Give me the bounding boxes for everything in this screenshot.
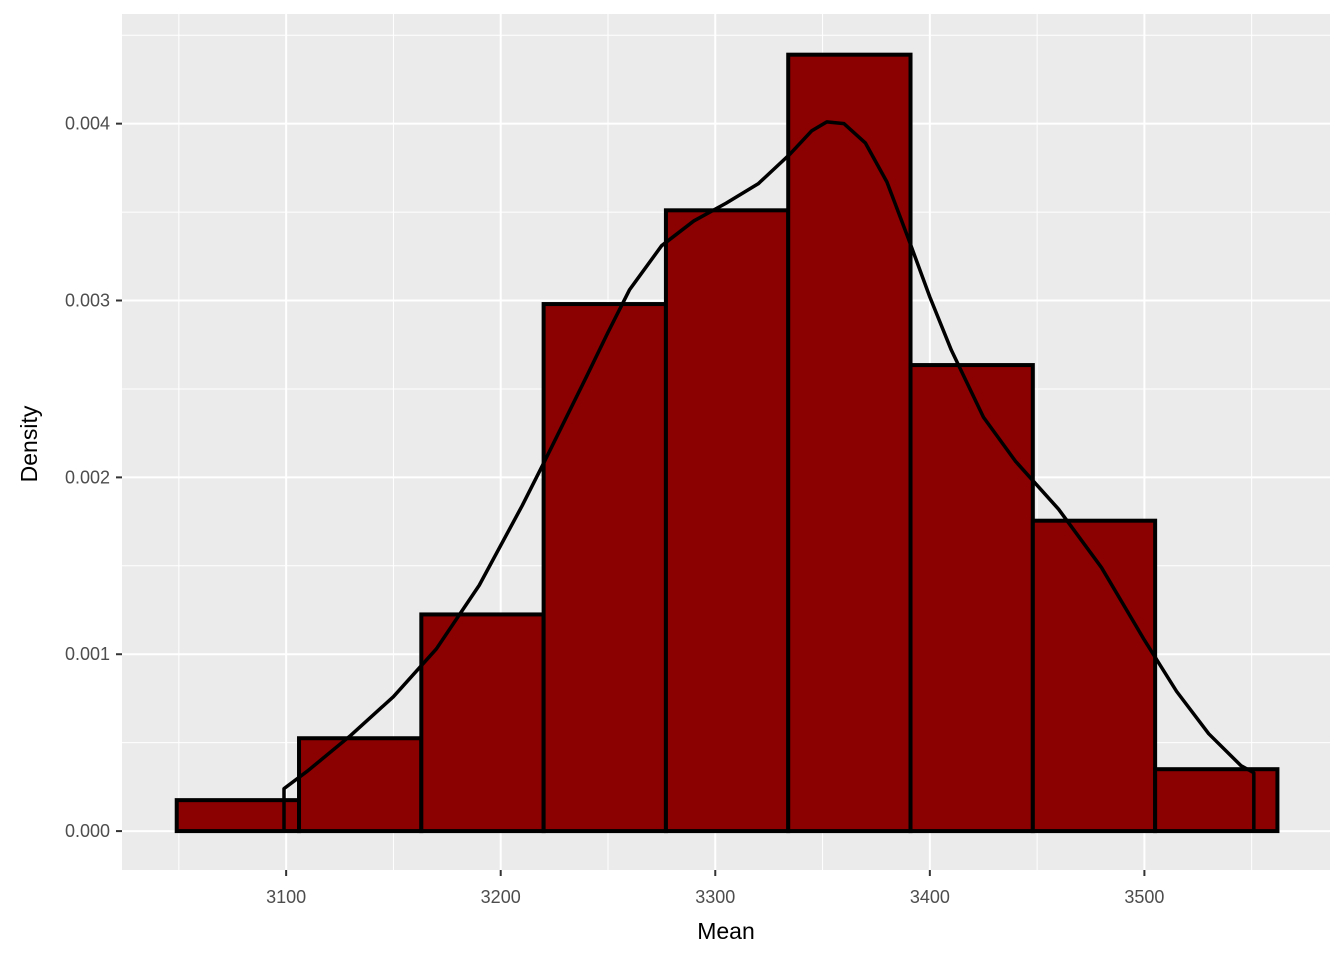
histogram-bars bbox=[174, 52, 1280, 834]
histogram-bar-1 bbox=[174, 798, 302, 834]
x-tick-label: 3100 bbox=[266, 887, 306, 907]
x-axis-ticks: 3100 3200 3300 3400 3500 bbox=[266, 870, 1164, 907]
x-tick-label: 3400 bbox=[910, 887, 950, 907]
y-tick-label: 0.003 bbox=[65, 291, 110, 311]
histogram-bar-2 bbox=[297, 736, 424, 834]
y-axis-title: Density bbox=[16, 405, 42, 482]
histogram-bar-7 bbox=[908, 363, 1035, 834]
density-curve-group bbox=[282, 120, 1256, 833]
x-tick-label: 3500 bbox=[1124, 887, 1164, 907]
y-tick-label: 0.000 bbox=[65, 821, 110, 841]
x-tick-label: 3300 bbox=[695, 887, 735, 907]
histogram-bar-4 bbox=[541, 302, 668, 834]
histogram-bar-5 bbox=[663, 208, 791, 834]
density-curve bbox=[282, 120, 1256, 833]
histogram-bar-6 bbox=[786, 52, 913, 834]
histogram-bar-3 bbox=[419, 612, 546, 834]
x-tick-label: 3200 bbox=[481, 887, 521, 907]
y-tick-label: 0.004 bbox=[65, 114, 110, 134]
y-tick-label: 0.002 bbox=[65, 467, 110, 487]
histogram-bar-9 bbox=[1153, 767, 1280, 834]
x-axis-title: Mean bbox=[697, 918, 755, 944]
histogram-bar-8 bbox=[1030, 518, 1158, 834]
y-axis-ticks: 0.000 0.001 0.002 0.003 0.004 bbox=[65, 114, 122, 841]
y-tick-label: 0.001 bbox=[65, 644, 110, 664]
